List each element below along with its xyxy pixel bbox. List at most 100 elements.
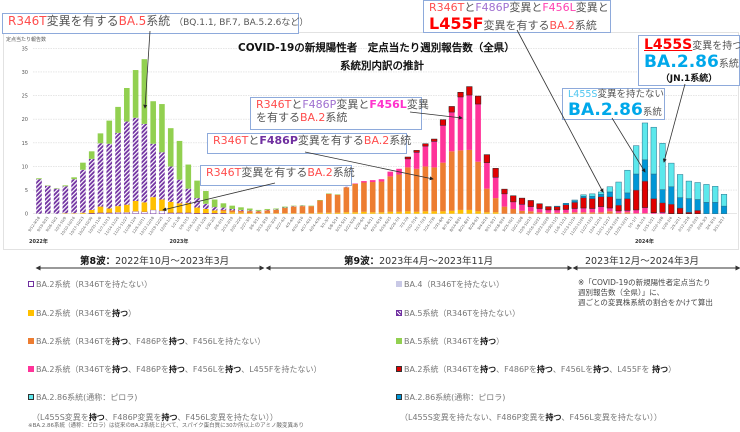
legend-text: 、F456Lを [184, 365, 226, 374]
legend-text: 、F456Lを [552, 365, 594, 374]
gridlines [33, 47, 737, 214]
bar-segment-ba5-no-r346t [88, 158, 95, 210]
bar-segment-ba2-l455f [431, 138, 438, 142]
stacked-bar-chart: 051015202530359/12-9/189/19-9/259/26-10/… [22, 46, 737, 245]
x-tick-label: 2/5-2/11 [670, 216, 682, 231]
callout-text: L455S [644, 37, 693, 53]
bar-segment-ba2-f486p [308, 206, 315, 214]
callout-text: と [291, 98, 303, 111]
bar-segment-ba2-l455f [571, 202, 578, 209]
legend-item-ba2-no-r346t: BA.2系統（R346Tを持たない） [28, 279, 152, 290]
legend-item-ba2-f486p: BA.2系統（R346Tを持つ、F486Pを持つ、F456Lを持たない） [28, 336, 265, 347]
x-tick-label: 4/3-4/9 [285, 215, 296, 228]
bar-segment-ba2-l455f [641, 180, 649, 208]
bar-segment-ba5-no-r346t [185, 188, 192, 203]
bar-segment-ba5-no-r346t [106, 143, 113, 209]
callout-text: BA.5 [118, 14, 147, 28]
bar-segment-ba2-f456l [642, 207, 648, 214]
bar-segment-ba5-no-r346t [141, 123, 148, 203]
year-label: 2023年 [170, 238, 189, 245]
bar-segment-ba5-no-r346t [167, 166, 174, 202]
legend-text: 、F486Pを [128, 365, 169, 374]
bar-segment-ba5-r346t [132, 70, 139, 118]
bar-segment-ba5-no-r346t [220, 207, 227, 210]
bar-segment-ba2-f486p [589, 212, 596, 214]
callout-text: R346T [206, 166, 242, 179]
bar-segment-ba286-no-l455s [633, 173, 640, 191]
bar-segment-ba2-r346t [150, 197, 156, 210]
y-tick-label: 25 [22, 94, 28, 100]
bar-segment-ba286-l455s [685, 180, 692, 199]
callout-co4: L455S変異を持たない BA.2.86系統 [562, 88, 665, 120]
bar-segment-ba5-no-r346t [194, 198, 200, 208]
bar-segment-ba2-f486p [536, 212, 543, 214]
callout-text: F486P [259, 134, 298, 147]
bar-segment-ba2-r346t [352, 212, 358, 214]
legend-text: ） [128, 309, 137, 318]
callout-line: L455F変異を有するBA.2系統 [429, 13, 605, 33]
bar-segment-ba2-f486p [475, 161, 481, 212]
bar-segment-ba286-l455s [598, 191, 605, 195]
calculation-note: ※「COVID-19の新規陽性者定点当たり 週別報告数（全県）」に、 週ごとの変… [578, 278, 713, 308]
x-tick-label: 2/26-3/3 [696, 216, 708, 231]
callout-line: を有するBA.2系統 [256, 110, 416, 125]
legend-text: BA.2系統（R346Tを [36, 337, 113, 346]
legend-swatch [396, 366, 402, 372]
bar-segment-ba286-no-l455s [720, 205, 728, 214]
bar-segment-ba5-r346t [185, 164, 192, 189]
callout-text: L455F [429, 13, 484, 33]
legend-swatch [396, 338, 402, 344]
callout-text: 変異と [575, 1, 609, 14]
wave-range: 2022年10月～2023年3月 [115, 256, 230, 267]
bar-segment-ba2-no-r346t [114, 212, 122, 214]
legend-text: 持つ [112, 365, 129, 374]
bar-segment-ba286-l455s [580, 194, 587, 197]
callout-text: 変異を有する [297, 134, 364, 147]
bar-segment-ba2-l455f [536, 203, 543, 209]
bar-segment-ba5-r346t [255, 209, 262, 211]
bar-segment-ba2-f486p [273, 209, 279, 214]
callout-text: 系統 [325, 110, 348, 124]
bar-segment-ba5-r346t [80, 162, 86, 170]
y-tick-label: 35 [22, 46, 28, 52]
callout-text: BA.2.86 [568, 99, 643, 120]
bar-segment-ba2-no-r346t [167, 212, 174, 214]
bar-segment-ba2-f456l [457, 96, 464, 151]
callout-text: 変異を有する [241, 166, 308, 179]
bar-segment-ba2-r346t [203, 208, 209, 214]
year-label: 2024年 [635, 238, 654, 245]
bar-segment-ba2-l455f [606, 196, 613, 209]
bar-segment-ba2-f486p [484, 188, 490, 213]
bar-segment-ba2-r346t [246, 212, 253, 214]
callout-text: （BQ.1.1, BF.7, BA.5.2.6など） [174, 18, 309, 28]
callout-co5: R346TとF486P変異とF456L変異 を有するBA.2系統 [250, 97, 429, 130]
legend-text: 持つ [536, 365, 553, 374]
bar-segment-ba2-f456l [554, 209, 560, 213]
footnote: ※BA.2.86系統（通称：ピロラ）は従来のBA.2系統と比べて、スパイク蛋白質… [28, 423, 305, 429]
y-tick-label: 30 [22, 70, 28, 76]
bar-segment-ba286-l455s [571, 199, 578, 202]
bar-segment-ba2-f486p [527, 211, 534, 214]
bar-segment-ba286-no-l455s [685, 198, 692, 213]
bar-segment-ba2-f486p [352, 183, 358, 213]
bar-segment-ba2-r346t [440, 211, 446, 214]
wave-period-w9: 第9波：2023年4月～2023年11月 [344, 253, 493, 267]
bar-segment-ba286-no-l455s [677, 197, 684, 209]
bar-segment-ba2-r346t [115, 206, 121, 213]
y-tick-label: 0 [25, 212, 28, 218]
bar-segment-ba2-r346t [80, 212, 86, 214]
bar-segment-ba5-r346t [273, 208, 279, 210]
bar-segment-ba5-r346t [62, 185, 69, 187]
callout-text: 系統 [718, 59, 739, 71]
bar-segment-ba286-no-l455s [589, 195, 596, 199]
callout-text: BA.2 [307, 166, 333, 179]
bar-segment-ba2-f486p [510, 208, 517, 214]
callout-line: R346TとF486P変異とF456L変異 [256, 98, 429, 112]
callout-text: を有する [256, 110, 300, 124]
bar-segment-ba2-r346t [484, 212, 490, 214]
bar-segment-ba2-f456l [659, 212, 666, 214]
bar-segment-ba5-no-r346t [80, 169, 86, 213]
bar-segment-ba2-f486p [396, 174, 402, 212]
bar-segment-ba5-r346t [106, 120, 113, 144]
bar-segment-ba2-f486p [545, 212, 552, 214]
